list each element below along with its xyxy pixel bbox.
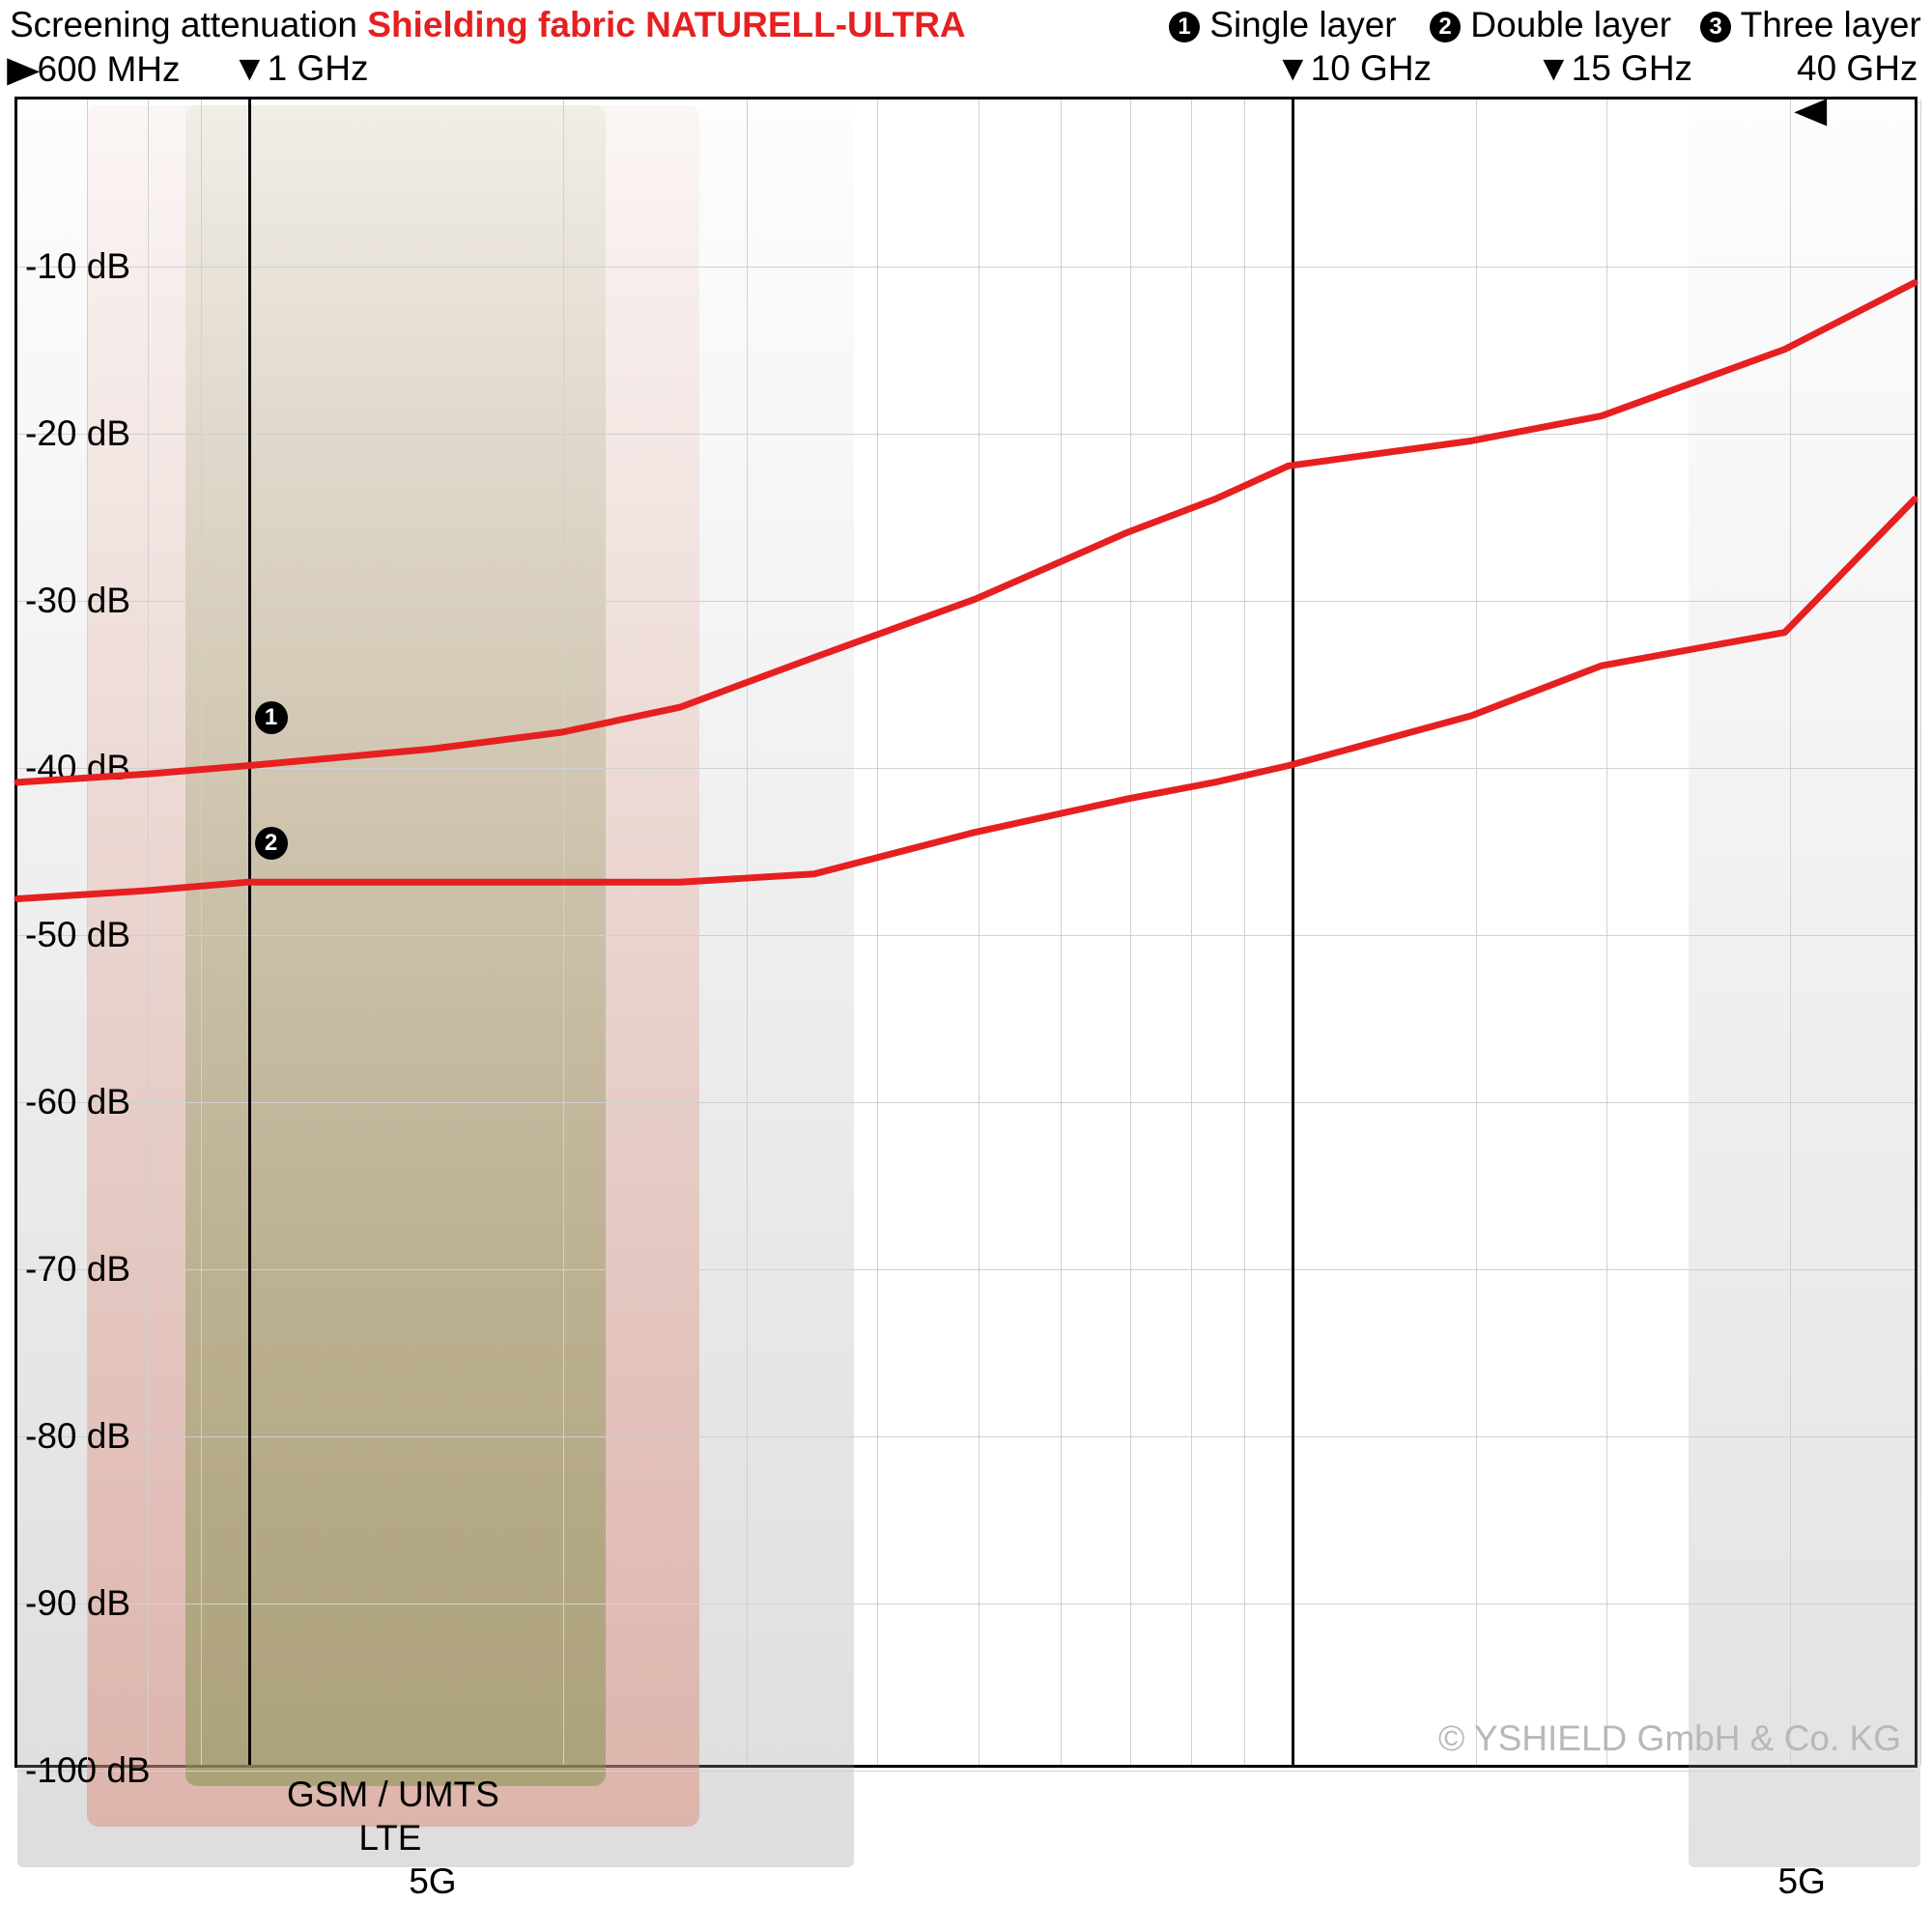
legend-label-3: Three layer <box>1741 5 1921 44</box>
legend-item-3: 3 Three layer <box>1700 5 1921 45</box>
series-single <box>17 283 1915 782</box>
legend-label-1: Single layer <box>1209 5 1396 44</box>
plot-area: -10 dB-20 dB-30 dB-40 dB-50 dB-60 dB-70 … <box>14 97 1918 1768</box>
copyright-text: © YSHIELD GmbH & Co. KG <box>1438 1718 1901 1759</box>
series-marker-2: 2 <box>255 827 288 860</box>
legend-label-2: Double layer <box>1470 5 1671 44</box>
freq-marker: ▼1 GHz <box>232 48 368 89</box>
freq-marker: ▶600 MHz <box>10 48 181 90</box>
series-double <box>17 499 1915 899</box>
gridline-h <box>17 1771 1915 1772</box>
chart-title: Screening attenuation Shielding fabric N… <box>10 5 966 45</box>
freq-marker: ▼10 GHz <box>1275 48 1432 89</box>
title-prefix: Screening attenuation <box>10 5 367 44</box>
band-label: 5G <box>14 1861 851 1902</box>
gridline-v <box>1920 99 1921 1765</box>
legend-icon-2: 2 <box>1430 12 1461 43</box>
band-label: LTE <box>84 1818 696 1859</box>
band-label: GSM / UMTS <box>183 1774 603 1815</box>
freq-marker: ▼15 GHz <box>1536 48 1692 89</box>
legend-icon-1: 1 <box>1169 12 1200 43</box>
band-label: 5G <box>1686 1861 1918 1902</box>
series-lines <box>17 99 1915 1765</box>
legend-icon-3: 3 <box>1700 12 1731 43</box>
title-product: Shielding fabric NATURELL-ULTRA <box>367 5 965 44</box>
attenuation-chart: Screening attenuation Shielding fabric N… <box>0 0 1932 1930</box>
legend-item-1: 1 Single layer <box>1169 5 1397 45</box>
legend-item-2: 2 Double layer <box>1430 5 1671 45</box>
series-marker-1: 1 <box>255 701 288 734</box>
